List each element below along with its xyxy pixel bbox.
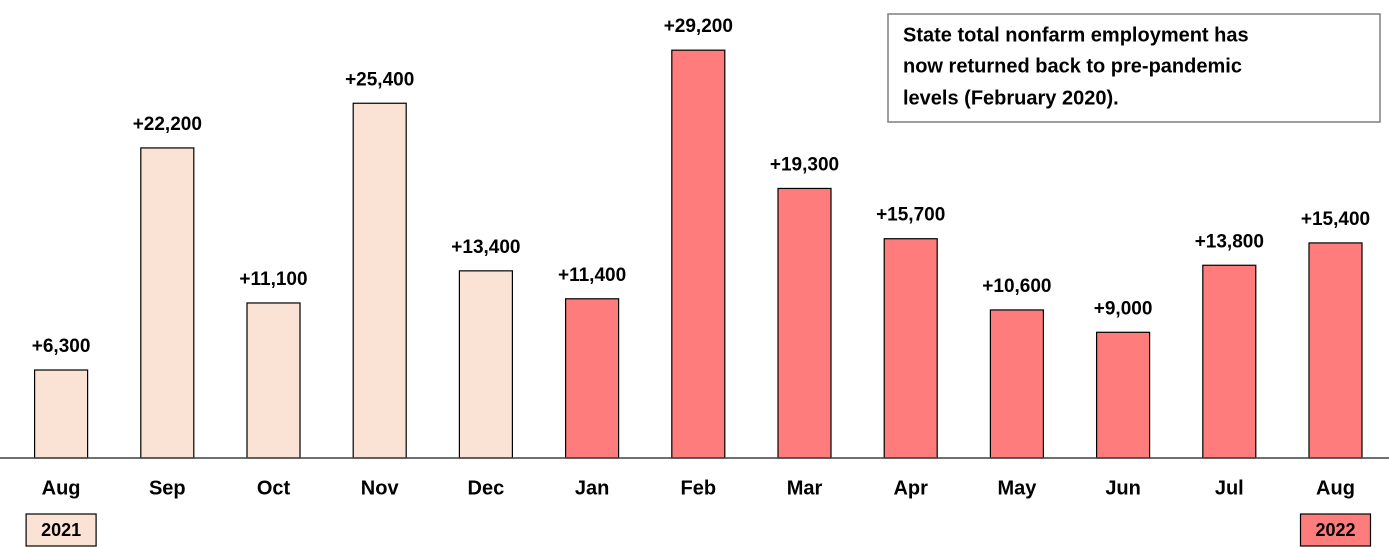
value-label: +11,400 [558, 265, 626, 286]
year-box [1299, 513, 1372, 547]
year-box [25, 513, 97, 547]
x-tick-label: Jan [575, 477, 609, 499]
value-label: +15,700 [876, 205, 945, 226]
x-tick-label: Oct [257, 477, 291, 499]
value-label: +13,800 [1195, 231, 1264, 252]
bar [883, 238, 938, 459]
value-label: +6,300 [32, 336, 91, 357]
x-tick-label: May [997, 477, 1037, 499]
x-tick-label: Mar [787, 477, 823, 499]
bar [989, 309, 1045, 459]
x-tick-label: Nov [361, 477, 400, 499]
x-tick-label: Jul [1215, 477, 1244, 499]
bar [352, 102, 407, 459]
bar [1202, 264, 1257, 459]
annotation-text: now returned back to pre-pandemic [903, 55, 1242, 77]
bar [246, 302, 301, 459]
value-label: +19,300 [770, 154, 839, 175]
bar [140, 147, 195, 459]
bar [671, 49, 726, 459]
annotation-text: State total nonfarm employment has [903, 24, 1249, 46]
x-tick-label: Aug [1316, 477, 1355, 499]
value-label: +29,200 [664, 16, 733, 37]
value-label: +13,400 [451, 237, 520, 258]
annotation-box [887, 13, 1381, 123]
x-tick-label: Dec [468, 477, 505, 499]
bar [1095, 331, 1151, 459]
value-label: +22,200 [133, 114, 202, 135]
x-tick-label: Feb [681, 477, 717, 499]
bar [777, 187, 832, 459]
x-tick-label: Aug [42, 477, 81, 499]
bar [458, 270, 513, 459]
value-label: +10,600 [982, 276, 1051, 297]
annotation-text: levels (February 2020). [903, 87, 1119, 109]
bar [33, 369, 89, 459]
year-label: 2021 [41, 520, 81, 540]
value-label: +25,400 [345, 69, 414, 90]
bar [1308, 242, 1363, 459]
x-tick-label: Apr [893, 477, 928, 499]
value-label: +15,400 [1301, 209, 1370, 230]
value-label: +9,000 [1094, 298, 1153, 319]
value-label: +11,100 [239, 269, 307, 290]
x-tick-label: Jun [1105, 477, 1141, 499]
year-label: 2022 [1315, 520, 1355, 540]
x-tick-label: Sep [149, 477, 186, 499]
bar [564, 298, 620, 459]
